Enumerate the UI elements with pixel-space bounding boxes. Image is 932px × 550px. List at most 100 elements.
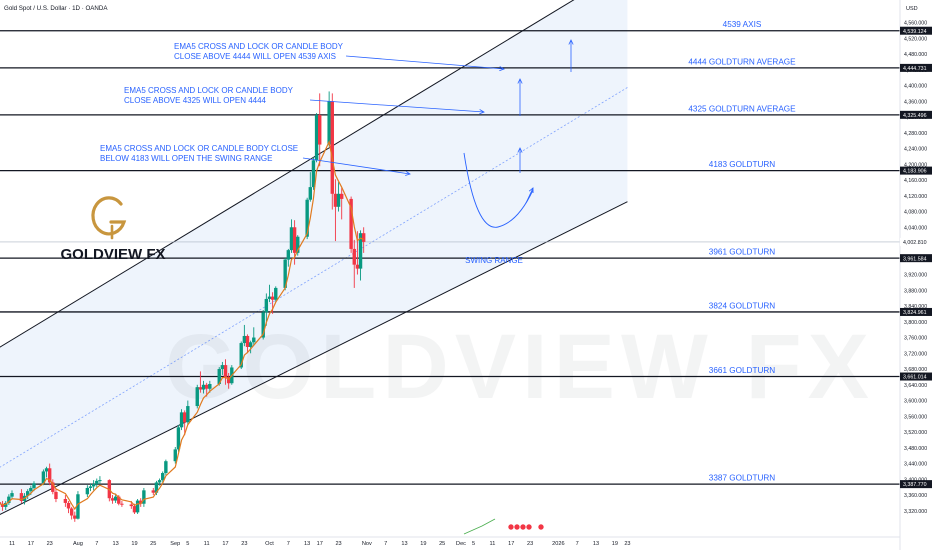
candle-body — [248, 342, 253, 347]
time-tick-label: 13 — [113, 541, 119, 547]
candle-body — [311, 160, 316, 188]
time-tick-label: 17 — [317, 541, 323, 547]
time-tick-label: 7 — [384, 541, 387, 547]
candle-body — [161, 473, 165, 481]
time-tick-label: 5 — [472, 541, 475, 547]
arrowhead-icon — [479, 109, 485, 115]
swing-curve — [463, 152, 534, 228]
us-flag-icon[interactable] — [537, 523, 545, 531]
candle-body — [54, 491, 58, 499]
price-tick-label: 3,480.000 — [904, 446, 927, 452]
candle-body — [201, 384, 206, 390]
note-text: EMA5 CROSS AND LOCK OR CANDLE BODY — [174, 42, 344, 51]
candle-body — [340, 193, 344, 199]
level-price-tag — [900, 372, 932, 381]
level-label: 3961 GOLDTURN — [709, 248, 776, 257]
time-tick-label: 23 — [241, 541, 247, 547]
level-label: 3824 GOLDTURN — [709, 301, 776, 310]
time-tick-label: 19 — [612, 541, 618, 547]
level-price-tag — [900, 480, 932, 489]
candle-body — [274, 287, 278, 300]
price-tick-label: 4,560.000 — [904, 21, 927, 27]
time-tick-label: 23 — [47, 541, 53, 547]
price-tick-label: 4,520.000 — [904, 36, 927, 42]
price-tick-label: 3,720.000 — [904, 351, 927, 357]
level-price-tag — [900, 26, 932, 35]
candle-body — [330, 101, 334, 194]
current-price-tag-text: 4,002.810 — [903, 240, 927, 246]
candle-body — [113, 496, 118, 501]
swing-range-label: SWING RANGE — [465, 256, 523, 265]
level-price-tag-text: 3,387.770 — [903, 482, 927, 488]
candle-body — [0, 502, 2, 504]
price-tick-label: 3,680.000 — [904, 367, 927, 373]
price-tick-label: 3,880.000 — [904, 288, 927, 294]
annotation-arrow — [345, 55, 505, 70]
candle-body — [26, 491, 30, 496]
time-axis[interactable]: 11 17 23 Aug 7 13 19 25 Sep 5 11 17 23 Oct 7 13 17 23 Nov 7… — [0, 536, 900, 547]
time-tick-label: 2026 — [552, 541, 564, 547]
candle-body — [355, 264, 360, 269]
price-axis[interactable]: USD 3,320.0003,360.0003,400.0003,440.000… — [899, 0, 932, 550]
price-tick-label: 3,560.000 — [904, 414, 927, 420]
chart-header: Gold Spot / U.S. Dollar · 1D · OANDA — [4, 5, 108, 12]
candle-body — [47, 468, 52, 483]
us-flag-icon[interactable] — [513, 523, 521, 531]
symbol-title: Gold Spot / U.S. Dollar · 1D · OANDA — [4, 5, 108, 12]
candle-body — [327, 101, 331, 145]
time-tick-label: Aug — [73, 541, 83, 547]
economic-events[interactable] — [463, 518, 545, 535]
candle-body — [132, 506, 137, 513]
candle-body — [142, 490, 146, 504]
time-tick-label: 11 — [490, 541, 496, 547]
time-tick-label: 19 — [131, 541, 137, 547]
candle-body — [242, 335, 247, 344]
time-tick-label: Nov — [362, 541, 372, 547]
note-text: CLOSE ABOVE 4444 WILL OPEN 4539 AXIS — [174, 52, 336, 61]
candle-body — [173, 449, 177, 462]
candle-body — [4, 502, 8, 507]
price-tags: 4,539.124 4,444.731 4,325.496 4,183.906 3,96… — [900, 26, 932, 489]
note-text: CLOSE ABOVE 4325 WILL OPEN 4444 — [124, 96, 267, 105]
candle-body — [220, 365, 225, 370]
candle-body — [66, 502, 71, 509]
channel-lower-line[interactable] — [0, 201, 628, 516]
candle-body — [183, 412, 187, 423]
candle-body — [195, 387, 199, 407]
us-flag-icon[interactable] — [519, 523, 527, 531]
level-label: 4444 GOLDTURN AVERAGE — [688, 57, 796, 66]
arrowhead-icon — [528, 187, 534, 194]
candle-body — [176, 427, 181, 450]
price-tick-label: 4,360.000 — [904, 99, 927, 105]
candle-body — [267, 296, 272, 299]
price-tick-label: 3,360.000 — [904, 493, 927, 499]
level-label: 4325 GOLDTURN AVERAGE — [688, 104, 796, 113]
level-label: 4539 AXIS — [723, 20, 762, 29]
level-price-tag — [900, 307, 932, 316]
candle-body — [139, 500, 143, 504]
time-tick-label: 23 — [335, 541, 341, 547]
us-flag-icon[interactable] — [507, 523, 515, 531]
price-tick-label: 4,040.000 — [904, 225, 927, 231]
level-price-tag — [900, 254, 932, 263]
price-tick-label: 3,440.000 — [904, 462, 927, 468]
candle-body — [270, 296, 275, 300]
candle-body — [358, 233, 363, 269]
candle-body — [63, 498, 68, 503]
level-label: 3661 GOLDTURN — [709, 366, 776, 375]
level-price-tag-text: 4,444.731 — [903, 66, 927, 72]
candle-body — [73, 515, 77, 519]
price-tick-label: 4,280.000 — [904, 131, 927, 137]
price-tick-label: 3,800.000 — [904, 320, 927, 326]
plot-area[interactable]: GOLDVIEW FX 4539 AXIS 4444 GOLDTURN AVERA… — [0, 0, 900, 522]
candle-body — [110, 498, 115, 501]
us-flag-icon[interactable] — [525, 523, 533, 531]
current-price-tag — [900, 237, 932, 246]
candle-body — [117, 496, 121, 504]
goldview-logo: GOLDVIEW FX — [61, 196, 166, 263]
annotation-arrow — [525, 187, 534, 204]
candle-body — [318, 115, 322, 145]
candle-body — [154, 482, 159, 493]
time-tick-label: 23 — [527, 541, 533, 547]
